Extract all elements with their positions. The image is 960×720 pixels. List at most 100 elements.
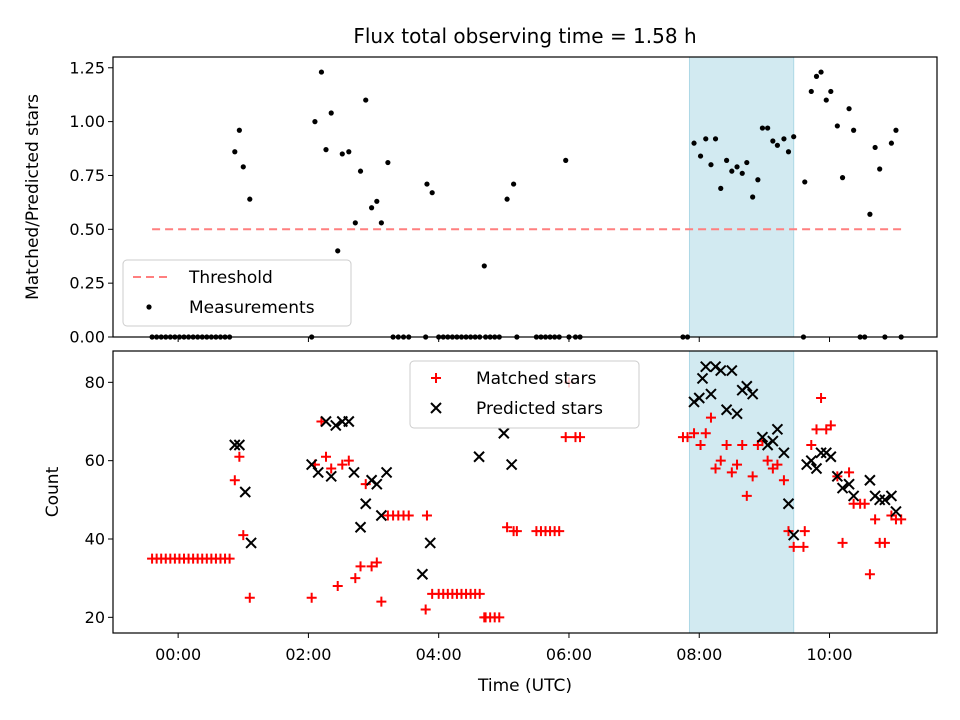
y-tick-label: 40: [85, 530, 105, 549]
measurement-point: [802, 179, 808, 185]
predicted-star-point: [693, 392, 705, 404]
matched-star-point: [710, 463, 721, 474]
matched-star-point: [689, 428, 700, 439]
matched-star-point: [343, 455, 354, 466]
predicted-star-point: [473, 451, 485, 463]
x-tick-label: 10:00: [806, 645, 852, 664]
predicted-star-point: [756, 431, 769, 443]
matched-star-point: [306, 592, 317, 603]
measurement-point: [240, 164, 246, 170]
x-tick-label: 02:00: [285, 645, 331, 664]
measurement-point: [718, 185, 724, 191]
measurement-point: [781, 136, 787, 142]
predicted-star-point: [705, 388, 717, 400]
measurement-point: [867, 211, 873, 217]
matched-star-point: [806, 440, 817, 450]
measurement-point: [563, 157, 569, 163]
predicted-star-point: [371, 478, 383, 490]
measurement-point: [708, 162, 714, 168]
measurement-point: [385, 159, 391, 166]
measurement-point: [765, 125, 771, 131]
measurement-point: [247, 196, 253, 202]
matched-star-point: [721, 440, 732, 450]
y-tick-label: 1.25: [69, 58, 105, 77]
measurement-point: [893, 127, 899, 133]
predicted-star-point: [843, 478, 855, 490]
y-tick-label: 20: [85, 608, 105, 627]
predicted-star-point: [229, 439, 241, 451]
measurement-point: [818, 69, 824, 75]
measurement-point: [703, 136, 709, 142]
predicted-star-point: [696, 372, 709, 385]
matched-star-point: [844, 467, 855, 478]
measurement-point: [774, 142, 781, 148]
measurement-point: [750, 194, 756, 200]
matched-star-point: [811, 424, 822, 435]
measurement-point: [481, 263, 487, 269]
predicted-star-point: [825, 451, 837, 463]
measurement-point: [759, 125, 766, 131]
matched-star-point: [224, 553, 235, 564]
predicted-star-point: [815, 447, 827, 459]
matched-star-point: [366, 561, 377, 572]
matched-star-point: [741, 490, 752, 501]
predicted-star-point: [726, 364, 738, 377]
measurement-point: [346, 149, 352, 155]
predicted-star-point: [715, 364, 727, 377]
measurement-point: [851, 127, 857, 133]
measurement-point: [368, 205, 375, 211]
measurement-point: [429, 190, 435, 196]
measurement-point: [724, 157, 730, 163]
measurement-point: [744, 159, 750, 166]
predicted-star-point: [343, 415, 355, 428]
measurement-point: [504, 196, 510, 202]
measurement-point: [232, 149, 238, 155]
matched-star-point: [229, 475, 240, 486]
measurement-point: [697, 153, 704, 159]
predicted-star-point: [787, 529, 800, 541]
measurement-point: [872, 144, 878, 151]
measurement-point: [739, 170, 745, 176]
measurement-point: [318, 69, 325, 75]
highlight-band: [689, 351, 794, 633]
axes-frame: [112, 56, 938, 338]
y-axis-label: Count: [43, 466, 63, 517]
measurement-point: [888, 140, 895, 146]
matched-star-point: [360, 479, 371, 490]
legend-box: [409, 360, 640, 429]
measurement-point: [236, 127, 242, 133]
x-tick-label: 04:00: [416, 645, 462, 664]
measurement-point: [823, 97, 829, 103]
predicted-star-point: [498, 427, 510, 439]
y-tick-label: 0.50: [69, 220, 105, 239]
series-predicted-stars: [229, 360, 902, 580]
matched-star-point: [350, 573, 361, 584]
matched-star-point: [864, 569, 875, 580]
measurement-point: [511, 181, 517, 187]
predicted-star-point: [360, 498, 372, 510]
measurement-point: [339, 151, 345, 157]
predicted-star-point: [233, 439, 246, 451]
legend-label-predicted-stars: Predicted stars: [476, 399, 603, 419]
predicted-star-point: [885, 490, 898, 502]
matched-star-point: [879, 537, 890, 548]
measurement-point: [734, 164, 740, 170]
legend-label-matched-stars: Matched stars: [476, 369, 596, 389]
panel-top: 0.00 0.25 0.50 0.75 1.00 1.25 Matched/Predicte…: [23, 24, 938, 347]
matched-star-point: [762, 455, 773, 466]
matched-star-point: [788, 541, 799, 552]
matched-star-point: [371, 557, 382, 568]
matched-star-point: [837, 537, 848, 548]
predicted-star-point: [505, 458, 518, 471]
measurement-point: [328, 110, 334, 116]
y-tick-label: 80: [85, 373, 105, 392]
measurement-point: [846, 106, 852, 112]
predicted-star-point: [873, 494, 886, 506]
matched-star-point: [732, 459, 743, 470]
legend-label-threshold: Threshold: [188, 268, 273, 288]
matched-star-point: [560, 432, 571, 443]
matched-star-point: [705, 412, 716, 423]
matched-star-point: [403, 510, 414, 521]
measurement-point: [770, 138, 776, 144]
legend-matched-marker: [431, 373, 441, 383]
